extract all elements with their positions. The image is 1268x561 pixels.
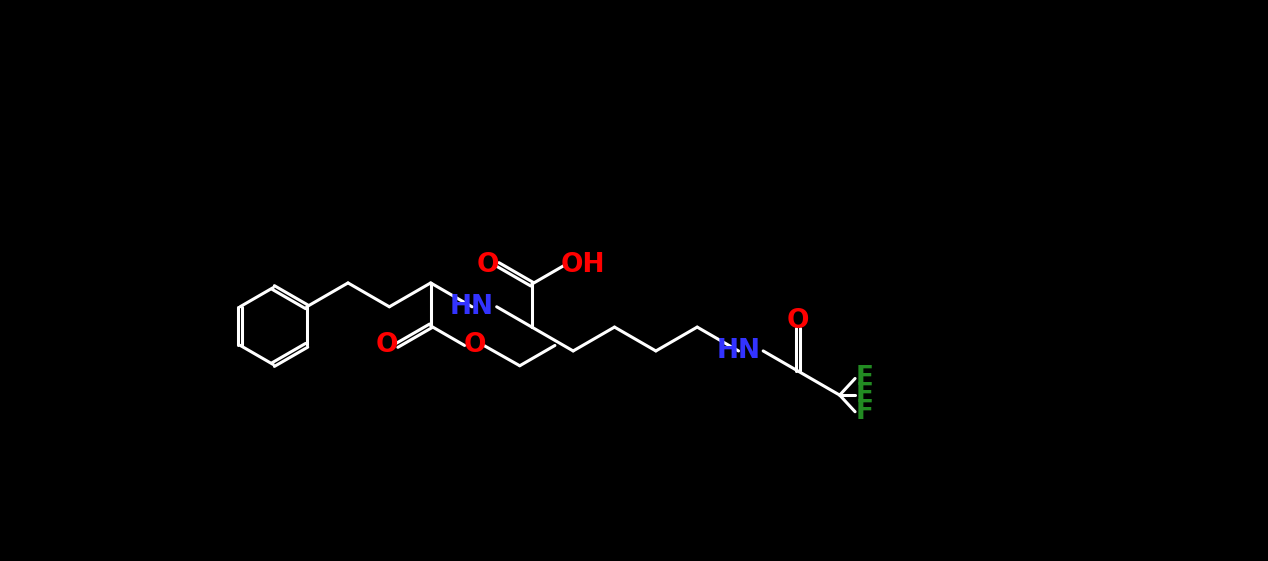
- Text: F: F: [856, 399, 874, 425]
- Text: HN: HN: [450, 294, 495, 320]
- Text: F: F: [856, 382, 874, 408]
- Text: O: O: [463, 333, 486, 358]
- Text: O: O: [375, 333, 398, 358]
- Text: HN: HN: [716, 338, 761, 364]
- Text: F: F: [856, 365, 874, 392]
- Text: O: O: [477, 251, 500, 278]
- Text: O: O: [787, 307, 809, 334]
- Text: OH: OH: [560, 251, 605, 278]
